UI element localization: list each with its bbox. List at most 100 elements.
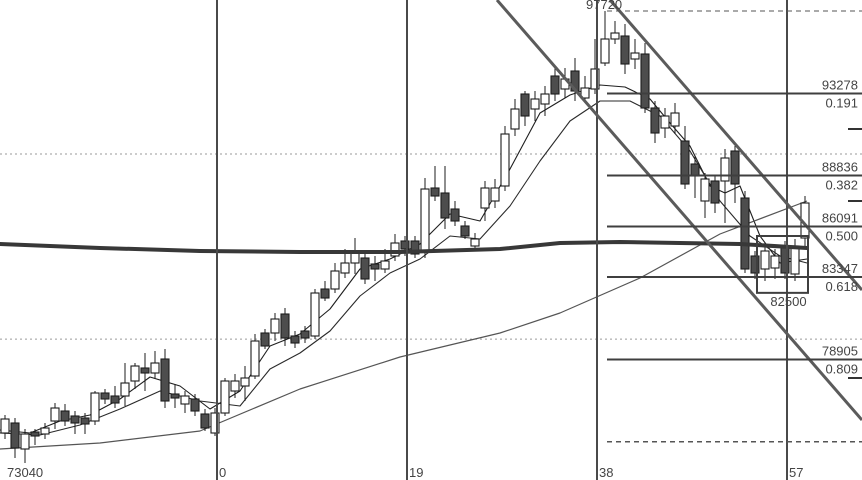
candle-body xyxy=(140,367,150,374)
candle-body xyxy=(30,431,40,437)
candle-body xyxy=(380,260,390,270)
fib-ratio-label: 0.618 xyxy=(825,279,858,294)
candle-body xyxy=(690,163,700,177)
candle-body xyxy=(210,412,220,434)
fib-price-label: 88836 xyxy=(822,160,858,175)
ma-thick-line xyxy=(0,240,809,254)
candle-body xyxy=(710,180,720,204)
candle-body xyxy=(200,413,210,429)
candle-body xyxy=(110,395,120,404)
candle-body xyxy=(440,192,450,219)
candle-body xyxy=(420,188,430,252)
candle-body xyxy=(650,107,660,134)
candle-body xyxy=(310,292,320,337)
candle-body xyxy=(540,93,550,105)
candle-body xyxy=(450,208,460,222)
candle-body xyxy=(190,398,200,412)
candle-body xyxy=(360,257,370,280)
rectangle-price-label: 82500 xyxy=(770,294,806,309)
candle-body xyxy=(740,197,750,270)
candle-body xyxy=(640,53,650,109)
candle-body xyxy=(150,362,160,374)
candle-body xyxy=(530,98,540,110)
candle-body xyxy=(160,358,170,402)
candle-body xyxy=(330,270,340,290)
candle-body xyxy=(100,392,110,400)
x-axis-label: 0 xyxy=(219,465,226,480)
candle-body xyxy=(50,407,60,422)
candle-body xyxy=(60,410,70,422)
fib-ratio-label: 0.809 xyxy=(825,361,858,376)
candle-body xyxy=(250,340,260,377)
candle-body xyxy=(20,433,30,450)
candle-body xyxy=(580,87,590,99)
candle-body xyxy=(170,393,180,399)
candle-body xyxy=(460,225,470,237)
fib-ratio-label: 0.191 xyxy=(825,95,858,110)
candle-body xyxy=(620,35,630,65)
ma-fast-line xyxy=(0,84,808,434)
candle-body xyxy=(280,313,290,339)
candle-body xyxy=(550,75,560,95)
fib-price-label: 93278 xyxy=(822,77,858,92)
fib-ratio-label: 0.500 xyxy=(825,228,858,243)
fib-price-label: 78905 xyxy=(822,343,858,358)
candle-body xyxy=(120,382,130,397)
trend-line xyxy=(608,0,862,291)
candle-body xyxy=(430,187,440,197)
candle-body xyxy=(80,417,90,425)
candle-body xyxy=(70,415,80,424)
ma-slow-line xyxy=(0,200,808,450)
candle-body xyxy=(410,240,420,255)
candle-body xyxy=(300,330,310,339)
candle-body xyxy=(520,93,530,117)
fib-price-label: 86091 xyxy=(822,210,858,225)
candle-body xyxy=(0,418,10,434)
candle-body xyxy=(40,427,50,435)
candle-body xyxy=(90,392,100,422)
candle-body xyxy=(500,133,510,187)
x-axis-label: 38 xyxy=(599,465,613,480)
candle-body xyxy=(790,245,800,275)
candle-body xyxy=(770,255,780,269)
fib-ratio-label: 0.382 xyxy=(825,178,858,193)
x-axis-label: 19 xyxy=(409,465,423,480)
trend-line xyxy=(495,0,862,421)
candle-body xyxy=(750,255,760,274)
candle-body xyxy=(760,250,770,270)
candle-body xyxy=(680,140,690,185)
candle-body xyxy=(470,238,480,247)
swing-high-price-label: 97720 xyxy=(586,0,622,12)
candle-body xyxy=(730,150,740,185)
candle-body xyxy=(340,262,350,274)
candle-body xyxy=(220,380,230,414)
candle-body xyxy=(490,187,500,202)
candle-body xyxy=(630,52,640,60)
candle-body xyxy=(610,32,620,40)
candle-body xyxy=(260,332,270,347)
candle-body xyxy=(510,108,520,130)
candle-body xyxy=(720,157,730,182)
candle-body xyxy=(10,422,20,449)
candle-body xyxy=(660,115,670,129)
candle-body xyxy=(400,240,410,250)
candle-body xyxy=(670,112,680,127)
price-rectangle xyxy=(756,235,809,294)
candle-body xyxy=(480,187,490,209)
candle-body xyxy=(180,395,190,405)
candle-body xyxy=(130,365,140,382)
candle-body xyxy=(600,38,610,64)
candle-body xyxy=(240,377,250,387)
x-axis-label: 73040 xyxy=(7,465,43,480)
candle-body xyxy=(320,288,330,299)
candle-body xyxy=(350,252,360,264)
candle-body xyxy=(290,335,300,344)
x-axis-label: 57 xyxy=(789,465,803,480)
candle-body xyxy=(590,68,600,90)
fib-price-label: 83347 xyxy=(822,261,858,276)
candle-body xyxy=(390,242,400,257)
candle-body xyxy=(700,178,710,202)
candle-body xyxy=(270,318,280,334)
